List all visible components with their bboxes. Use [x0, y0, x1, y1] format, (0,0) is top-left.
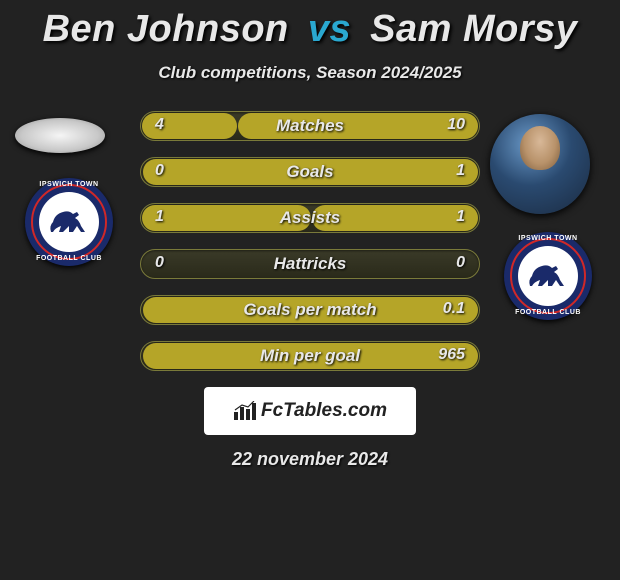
stat-row: 11Assists	[140, 203, 480, 233]
horse-icon	[524, 260, 572, 292]
player2-name: Sam Morsy	[370, 8, 577, 50]
club1-ring-text-bottom: FOOTBALL CLUB	[25, 255, 113, 262]
club2-ring-text-bottom: FOOTBALL CLUB	[504, 309, 592, 316]
stat-label: Assists	[141, 208, 479, 228]
stat-row: 965Min per goal	[140, 341, 480, 371]
player2-avatar	[490, 114, 590, 214]
watermark-text: FcTables.com	[261, 400, 387, 422]
stat-label: Goals per match	[141, 300, 479, 320]
stat-row: 01Goals	[140, 157, 480, 187]
stat-row: 00Hattricks	[140, 249, 480, 279]
stat-label: Hattricks	[141, 254, 479, 274]
watermark: FcTables.com	[204, 387, 416, 435]
chart-icon	[233, 401, 257, 421]
player1-name: Ben Johnson	[43, 8, 289, 50]
club1-ring-text-top: IPSWICH TOWN	[25, 181, 113, 188]
date-text: 22 november 2024	[0, 449, 620, 470]
stat-label: Min per goal	[141, 346, 479, 366]
stat-row: 0.1Goals per match	[140, 295, 480, 325]
stat-label: Matches	[141, 116, 479, 136]
vs-text: vs	[308, 8, 351, 50]
page-title: Ben Johnson vs Sam Morsy	[0, 0, 620, 51]
subtitle: Club competitions, Season 2024/2025	[0, 63, 620, 83]
player2-club-crest: IPSWICH TOWN FOOTBALL CLUB	[504, 232, 592, 320]
stats-container: 410Matches 01Goals 11Assists 00Hattricks 0.1…	[140, 111, 480, 371]
player1-avatar	[15, 118, 105, 153]
stat-label: Goals	[141, 162, 479, 182]
player1-club-crest: IPSWICH TOWN FOOTBALL CLUB	[25, 178, 113, 266]
horse-icon	[45, 206, 93, 238]
stat-row: 410Matches	[140, 111, 480, 141]
club2-ring-text-top: IPSWICH TOWN	[504, 235, 592, 242]
